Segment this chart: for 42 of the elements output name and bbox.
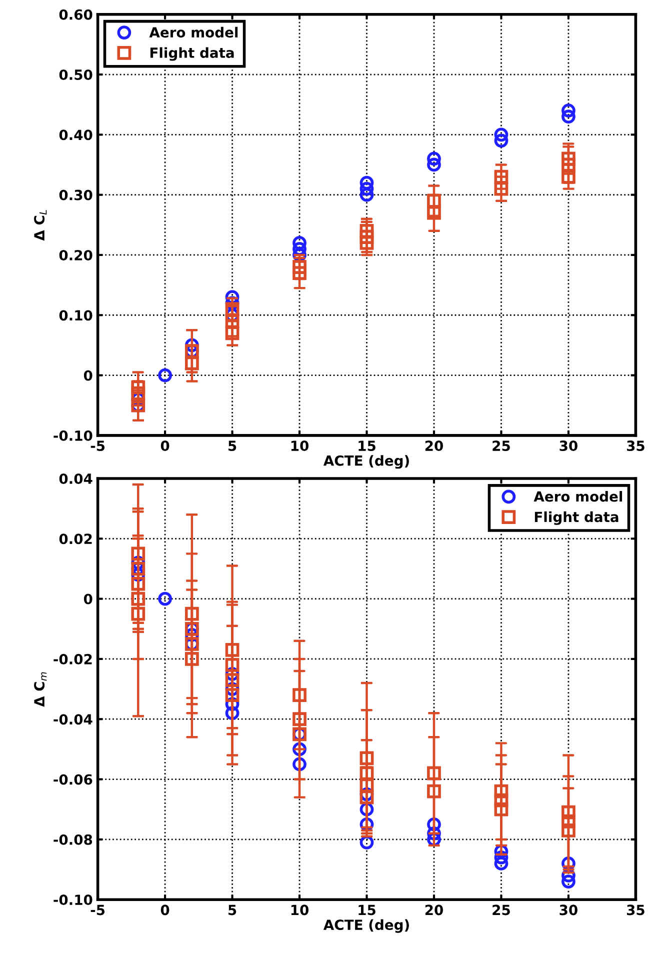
y-tick-label: -0.04 [54,714,92,725]
y-tick-label: 0.02 [59,534,92,544]
y-tick-label: 0.10 [59,310,92,321]
x-tick-label: -5 [90,440,105,452]
y-tick-label: 0 [84,594,92,604]
y-tick-label: 0.50 [59,69,92,80]
x-tick-label: 15 [358,440,376,452]
x-tick-label: 0 [160,904,170,916]
y-tick-label: 0 [84,370,92,381]
x-tick-label: 10 [291,440,309,452]
x-tick-label: 30 [560,904,578,916]
x-axis-title: ACTE (deg) [323,455,409,469]
y-tick-label: 0.60 [59,9,92,20]
x-axis-title: ACTE (deg) [323,919,409,933]
y-tick-label: -0.02 [54,654,92,664]
x-tick-label: 10 [291,904,309,916]
x-tick-label: 20 [425,440,443,452]
y-tick-label: -0.10 [54,430,92,441]
y-tick-label: 0.04 [59,473,92,484]
legend-label: Flight data [534,511,618,525]
y-axis-title: Δ C$_{L}$ [34,210,47,241]
y-tick-label: 0.30 [59,190,92,200]
x-tick-label: 25 [492,440,510,452]
y-axis-title: Δ C$_{m}$ [34,672,47,707]
y-tick-label: -0.10 [54,894,92,906]
y-tick-label: -0.06 [54,774,92,785]
x-tick-label: -5 [90,904,105,916]
x-tick-label: 20 [425,904,443,916]
y-tick-label: -0.08 [54,834,92,845]
legend-label: Flight data [150,47,234,61]
y-tick-label: 0.20 [59,250,92,260]
x-tick-label: 5 [228,904,236,916]
x-tick-label: 15 [358,904,376,916]
x-tick-label: 5 [228,440,236,452]
x-tick-label: 25 [492,904,510,916]
x-tick-label: 35 [626,904,644,916]
y-tick-label: 0.40 [59,130,92,140]
x-tick-label: 0 [160,440,170,452]
x-tick-label: 35 [626,440,644,452]
x-tick-label: 30 [560,440,578,452]
legend-label: Aero model [149,26,238,38]
legend-label: Aero model [534,491,622,502]
